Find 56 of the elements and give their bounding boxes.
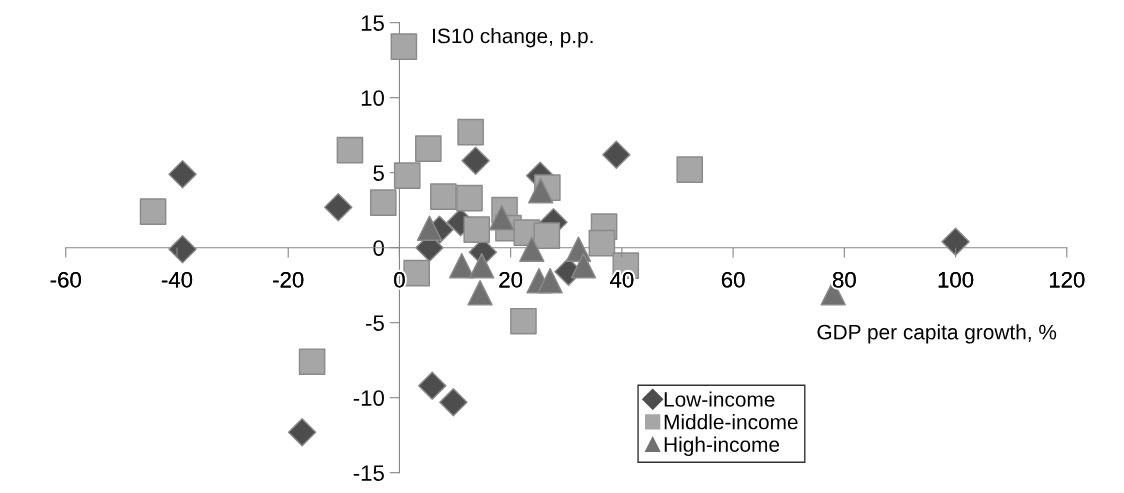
point: [369, 189, 397, 216]
point: [448, 252, 475, 279]
x-tick-label: 40: [610, 271, 634, 288]
point: [336, 136, 364, 164]
point: [457, 118, 484, 146]
point: [324, 192, 353, 222]
point: [430, 183, 457, 210]
x-axis-title: GDP per capita growth, %: [817, 324, 1057, 344]
x-tick-label: 20: [499, 271, 523, 288]
point: [287, 417, 317, 447]
point: [139, 198, 167, 225]
y-tick-label: -10: [353, 390, 384, 406]
y-tick-label: 0: [373, 240, 384, 256]
point: [467, 279, 493, 306]
y-tick-label: -5: [366, 315, 384, 331]
point: [533, 222, 561, 249]
y-tick-label: 15: [361, 15, 384, 31]
y-axis-title: IS10 change, p.p.: [433, 28, 593, 48]
point: [456, 184, 483, 212]
point: [403, 259, 430, 287]
x-tick-label: 60: [721, 271, 745, 288]
legend-label: Middle-income: [664, 414, 798, 430]
x-tick-label: 80: [832, 271, 856, 288]
legend-label: Low-income: [664, 391, 775, 407]
point: [588, 229, 616, 257]
point: [415, 135, 442, 162]
y-tick-label: 5: [373, 165, 384, 181]
point: [463, 216, 491, 243]
point: [510, 307, 537, 335]
point: [527, 177, 554, 204]
point: [602, 140, 631, 169]
point: [941, 227, 970, 256]
point: [469, 252, 495, 279]
point: [537, 267, 563, 294]
point: [393, 162, 421, 189]
x-tick-label: -60: [50, 271, 81, 288]
point: [298, 348, 326, 375]
point: [489, 204, 515, 231]
point: [416, 215, 443, 241]
x-tick-label: 0: [394, 271, 405, 288]
point: [461, 146, 490, 175]
point: [676, 156, 704, 183]
point: [168, 234, 197, 264]
point: [390, 33, 418, 60]
point: [418, 371, 447, 400]
point: [519, 236, 545, 262]
point: [439, 387, 468, 417]
x-tick-label: -40: [161, 271, 193, 288]
y-tick-label: -15: [353, 465, 384, 481]
x-tick-label: -20: [273, 271, 304, 288]
x-tick-label: 100: [938, 271, 974, 288]
legend-label: High-income: [664, 436, 780, 457]
y-tick-label: 10: [361, 90, 384, 106]
point: [168, 159, 197, 189]
point: [570, 252, 597, 279]
x-tick-label: 120: [1049, 271, 1085, 288]
